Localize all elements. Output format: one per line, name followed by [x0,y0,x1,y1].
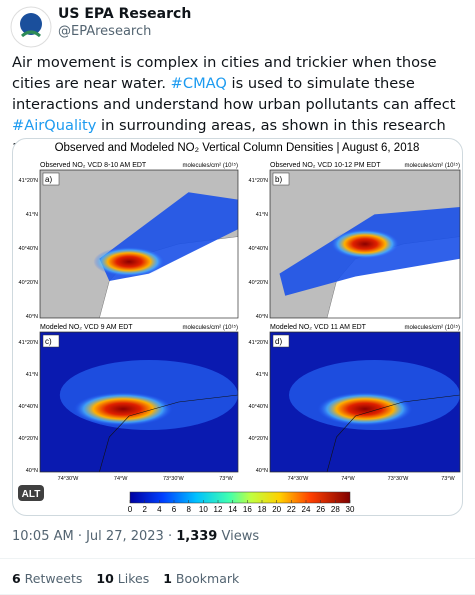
panel-label-box [42,172,60,186]
panel-title: Observed NO₂ VCD 10-12 PM EDT [270,162,381,169]
author-name[interactable]: US EPA Research [58,6,192,22]
colorbar-label: 26 [316,505,325,514]
lat-label: 40°N [256,468,268,474]
colorbar-label: 14 [228,505,237,514]
lon-label: 73°W [441,476,455,482]
lat-label: 40°N [26,468,38,474]
avatar[interactable] [10,6,52,48]
panel-frame [269,169,461,319]
panel-units: molecules/cm² (10¹⁵) [405,162,461,169]
colorbar-label: 24 [302,505,311,514]
lon-label: 73°30'W [163,476,184,482]
colorbar-label: 6 [172,505,177,514]
stat[interactable]: 6 Retweets [12,571,83,586]
colorbar-label: 30 [346,505,355,514]
panel-label: d) [275,337,282,346]
lat-label: 40°40'N [249,246,268,252]
lat-label: 40°N [26,314,38,320]
tweet-meta: 10:05 AM · Jul 27, 2023 · 1,339 Views [12,529,260,544]
link[interactable]: #AirQuality [12,117,97,134]
panel-label: b) [275,175,282,184]
panel-title: Modeled NO₂ VCD 9 AM EDT [40,324,133,331]
lat-label: 41°N [256,212,268,218]
map-panel [40,170,238,318]
lat-label: 40°40'N [249,404,268,410]
map-panel [270,332,460,472]
tweet-image[interactable]: Observed and Modeled NO₂ Vertical Column… [12,138,463,516]
tweet-text: Air movement is complex in cities and tr… [12,52,467,157]
colorbar-label: 22 [287,505,296,514]
lat-label: 41°N [256,372,268,378]
colorbar-label: 2 [142,505,147,514]
lat-label: 40°20'N [249,436,268,442]
lat-label: 41°N [26,212,38,218]
colorbar-label: 12 [214,505,223,514]
coast [270,332,460,472]
tweet-stats: 6 Retweets 10 Likes 1 Bookmark [12,571,253,586]
colorbar-label: 4 [157,505,162,514]
hotspot [317,392,413,426]
map-panel [40,332,238,472]
hotspot [93,246,165,277]
divider [0,558,475,559]
image-title: Observed and Modeled NO₂ Vertical Column… [55,142,420,154]
panel-label-box [272,172,290,186]
panel-frame [269,331,461,473]
lat-label: 41°N [26,372,38,378]
panel-frame [39,169,239,319]
panel-units: molecules/cm² (10¹⁵) [183,324,239,331]
lon-label: 74°30'W [58,476,79,482]
stat[interactable]: 1 Bookmark [163,571,240,586]
colorbar-label: 28 [331,505,340,514]
panel-label-box [272,334,290,348]
lat-label: 40°20'N [249,280,268,286]
panel-label: c) [45,337,52,346]
panel-label-box [42,334,60,348]
lat-label: 41°20'N [19,178,38,184]
lon-label: 74°30'W [288,476,309,482]
colorbar-label: 8 [186,505,191,514]
lat-label: 40°N [256,314,268,320]
panel-title: Modeled NO₂ VCD 11 AM EDT [270,324,367,331]
author-handle[interactable]: @EPAresearch [58,24,152,39]
lon-label: 74°W [114,476,128,482]
coast [40,332,238,472]
lon-label: 73°W [219,476,233,482]
hotspot [73,392,173,426]
panel-label: a) [45,175,52,184]
alt-badge[interactable]: ALT [22,489,41,500]
link[interactable]: #CMAQ [170,75,227,92]
lat-label: 41°20'N [19,340,38,346]
text-segment: Air movement is complex in cities and tr… [12,54,437,92]
lon-label: 73°30'W [388,476,409,482]
colorbar-label: 0 [128,505,133,514]
panel-title: Observed NO₂ VCD 8-10 AM EDT [40,162,147,169]
panel-frame [39,331,239,473]
map-panel [270,170,460,318]
lat-label: 40°20'N [19,280,38,286]
colorbar-label: 18 [258,505,267,514]
lat-label: 40°40'N [19,246,38,252]
lat-label: 41°20'N [249,340,268,346]
colorbar-label: 16 [243,505,252,514]
panel-units: molecules/cm² (10¹⁵) [183,162,239,169]
colorbar-label: 20 [272,505,281,514]
lat-label: 40°20'N [19,436,38,442]
text-segment: is used to simulate these interactions a… [12,75,456,113]
stat[interactable]: 10 Likes [96,571,150,586]
lon-label: 74°W [341,476,355,482]
lat-label: 40°40'N [19,404,38,410]
hotspot [330,229,400,259]
lat-label: 41°20'N [249,178,268,184]
colorbar-label: 10 [199,505,208,514]
panel-units: molecules/cm² (10¹⁵) [405,324,461,331]
